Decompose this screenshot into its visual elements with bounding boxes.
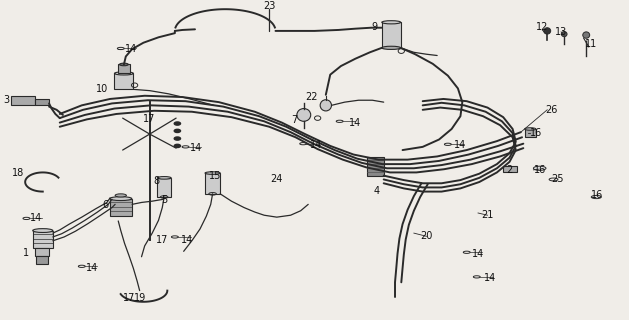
Text: 25: 25	[551, 174, 564, 184]
Ellipse shape	[543, 28, 551, 34]
Text: 12: 12	[536, 22, 548, 32]
Text: 14: 14	[125, 44, 136, 54]
Circle shape	[174, 129, 181, 132]
Bar	[382, 22, 401, 48]
Text: 21: 21	[481, 210, 494, 220]
Text: 14: 14	[309, 140, 321, 150]
Text: 20: 20	[420, 231, 433, 241]
Text: 14: 14	[30, 213, 42, 223]
Ellipse shape	[205, 172, 220, 174]
Circle shape	[174, 137, 181, 140]
Bar	[118, 64, 130, 73]
Bar	[110, 199, 132, 216]
Text: 2: 2	[506, 165, 513, 175]
Text: 17: 17	[143, 114, 156, 124]
Ellipse shape	[120, 63, 128, 66]
Bar	[114, 73, 133, 89]
Bar	[36, 256, 48, 264]
Text: 22: 22	[306, 92, 318, 102]
Text: 16: 16	[530, 128, 542, 138]
Bar	[367, 157, 384, 176]
Ellipse shape	[115, 194, 126, 197]
Text: 3: 3	[3, 95, 9, 105]
Ellipse shape	[320, 100, 331, 111]
Text: 14: 14	[349, 117, 361, 128]
Ellipse shape	[382, 21, 401, 24]
Text: 17: 17	[123, 293, 136, 303]
Circle shape	[174, 122, 181, 125]
Ellipse shape	[382, 46, 401, 49]
Text: 14: 14	[454, 140, 466, 150]
Ellipse shape	[533, 166, 546, 170]
Ellipse shape	[525, 128, 536, 130]
Text: 18: 18	[11, 168, 24, 178]
Bar	[33, 230, 53, 248]
Text: 14: 14	[484, 273, 496, 283]
Text: 14: 14	[181, 235, 193, 244]
Ellipse shape	[109, 197, 132, 201]
Text: 13: 13	[555, 27, 567, 37]
Text: 19: 19	[133, 293, 146, 303]
Text: 6: 6	[102, 200, 108, 210]
Text: 16: 16	[591, 190, 604, 200]
Bar	[157, 178, 171, 197]
Text: 26: 26	[545, 105, 557, 115]
Text: 8: 8	[153, 176, 159, 186]
Text: 11: 11	[585, 39, 598, 49]
Ellipse shape	[157, 177, 171, 179]
Text: 23: 23	[263, 1, 276, 11]
Text: 14: 14	[472, 249, 484, 259]
Bar	[503, 166, 517, 172]
Ellipse shape	[33, 229, 53, 232]
Bar	[205, 173, 220, 194]
Ellipse shape	[582, 32, 590, 38]
Text: 1: 1	[23, 248, 30, 258]
Bar	[11, 96, 35, 105]
Ellipse shape	[297, 108, 311, 121]
Ellipse shape	[591, 196, 601, 199]
Text: 16: 16	[533, 165, 546, 175]
Text: 17: 17	[156, 235, 169, 244]
Text: 9: 9	[372, 22, 378, 32]
Circle shape	[174, 144, 181, 148]
Bar	[35, 248, 49, 256]
Text: 14: 14	[86, 263, 97, 273]
Text: 10: 10	[96, 84, 108, 94]
Ellipse shape	[561, 32, 567, 37]
Text: 4: 4	[373, 186, 379, 196]
Text: 7: 7	[291, 115, 298, 125]
Text: 24: 24	[270, 174, 283, 184]
Text: 5: 5	[162, 195, 168, 205]
Ellipse shape	[114, 72, 133, 75]
Bar	[35, 99, 49, 105]
Bar	[525, 129, 536, 137]
Text: 14: 14	[190, 143, 202, 153]
Text: 15: 15	[209, 171, 221, 180]
